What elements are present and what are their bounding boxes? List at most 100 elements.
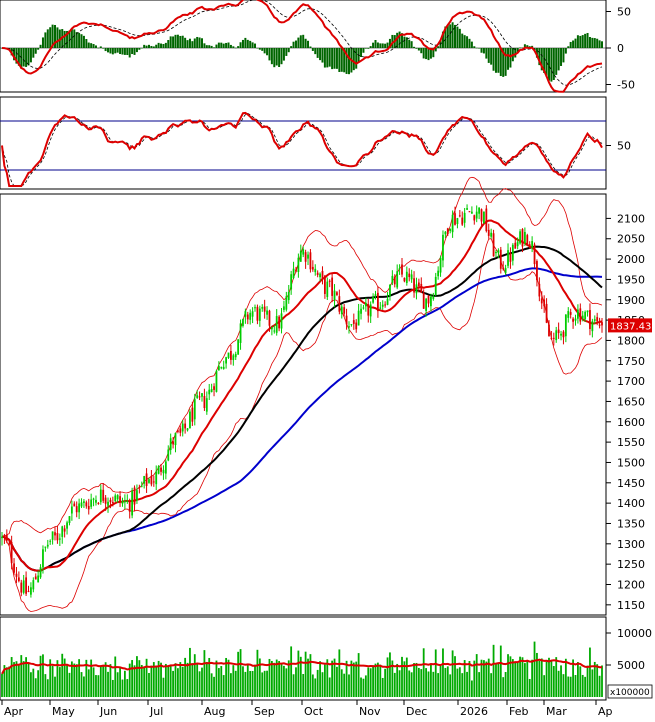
candle-body <box>374 294 377 296</box>
candle-body <box>193 399 196 420</box>
volume-bar <box>162 677 165 697</box>
volume-bar <box>473 660 476 697</box>
candle-body <box>355 322 358 330</box>
volume-bar <box>463 660 466 697</box>
volume-bar <box>191 663 194 697</box>
volume-bar <box>177 668 179 697</box>
macd-histogram-bar <box>347 48 350 75</box>
price-axis: 1150 1200 1250 1300 1350 1400 1450 1500 1550 1600… <box>606 212 645 612</box>
volume-bar <box>384 668 387 697</box>
macd-histogram-bar <box>538 48 541 66</box>
month-label: May <box>52 705 75 718</box>
candle-body <box>562 331 565 338</box>
candle-body <box>321 270 324 279</box>
candle-body <box>198 396 201 398</box>
candle-body <box>237 339 240 355</box>
candle-body <box>545 303 548 323</box>
volume-bar <box>490 673 493 697</box>
volume-bar <box>427 671 430 697</box>
candle-body <box>446 228 449 235</box>
candle-body <box>215 370 218 392</box>
volume-bar <box>598 675 601 697</box>
candle-body <box>148 479 150 483</box>
candle-body <box>230 350 232 360</box>
candle-body <box>458 215 461 217</box>
volume-bar <box>338 649 341 697</box>
candle-body <box>25 577 27 594</box>
candle-body <box>526 235 529 245</box>
macd-histogram-bar <box>519 47 522 49</box>
candle-body <box>116 495 119 500</box>
macd-histogram-bar <box>109 48 112 54</box>
macd-histogram-bar <box>398 31 401 48</box>
candle-body <box>37 575 40 583</box>
volume-bar <box>442 648 444 697</box>
candle-body <box>186 428 189 431</box>
candle-body <box>444 231 447 235</box>
macd-histogram-bar <box>598 40 601 48</box>
macd-histogram-bar <box>49 27 52 48</box>
macd-signal-line <box>2 0 603 86</box>
candle-body <box>415 284 418 294</box>
candle-body <box>179 428 182 433</box>
candle-body <box>393 276 396 285</box>
macd-histogram-bar <box>478 48 481 49</box>
macd-histogram-bar <box>34 48 37 54</box>
volume-bar <box>364 675 367 697</box>
macd-histogram-bar <box>526 45 529 48</box>
candle-body <box>417 282 420 287</box>
volume-bar <box>316 669 319 697</box>
candle-body <box>307 254 309 259</box>
volume-bar <box>102 665 105 697</box>
candle-body <box>244 311 247 317</box>
candle-body <box>572 318 574 322</box>
macd-histogram-bar <box>191 41 194 48</box>
volume-bar <box>343 673 346 697</box>
volume-bar <box>203 650 206 697</box>
volume-bar <box>17 665 20 697</box>
candle-body <box>213 386 215 390</box>
volume-bar <box>189 647 191 697</box>
macd-histogram-bar <box>572 40 575 48</box>
candle-body <box>540 298 543 304</box>
candle-body <box>217 365 220 371</box>
macd-histogram-bar <box>540 48 543 71</box>
macd-histogram-bar <box>564 48 567 54</box>
price-tick-label: 1800 <box>617 334 645 347</box>
macd-histogram-bar <box>268 48 271 61</box>
price-tick-label: 1450 <box>617 477 645 490</box>
volume-bar <box>169 665 172 697</box>
candle-body <box>254 307 256 309</box>
volume-bar <box>492 644 495 697</box>
candle-body <box>309 252 312 270</box>
candle-body <box>408 273 411 278</box>
macd-histogram-bar <box>555 48 558 75</box>
macd-histogram-bar <box>270 48 273 65</box>
volume-bar <box>470 680 473 697</box>
candle-body <box>405 271 408 283</box>
macd-histogram-bar <box>138 48 141 50</box>
volume-bar <box>152 662 155 697</box>
candle-body <box>51 531 54 540</box>
macd-histogram-bar <box>85 39 88 48</box>
volume-bar <box>90 659 93 697</box>
volume-bar <box>533 641 536 697</box>
macd-histogram-bar <box>87 42 90 48</box>
macd-histogram-bar <box>27 48 30 66</box>
candle-body <box>225 357 227 364</box>
candle-body <box>246 314 249 320</box>
candle-body <box>104 497 107 504</box>
macd-histogram-bar <box>321 48 324 63</box>
volume-bar <box>333 658 336 697</box>
rsi-signal-line <box>1 113 603 187</box>
volume-bar <box>116 672 119 697</box>
month-label: Jul <box>149 705 163 718</box>
volume-bar <box>413 663 415 697</box>
volume-bar <box>37 670 40 697</box>
macd-histogram-bar <box>39 44 42 48</box>
candle-body <box>480 209 483 222</box>
volume-bar <box>499 645 502 697</box>
macd-histogram-bar <box>254 43 257 48</box>
volume-bar <box>309 654 312 697</box>
